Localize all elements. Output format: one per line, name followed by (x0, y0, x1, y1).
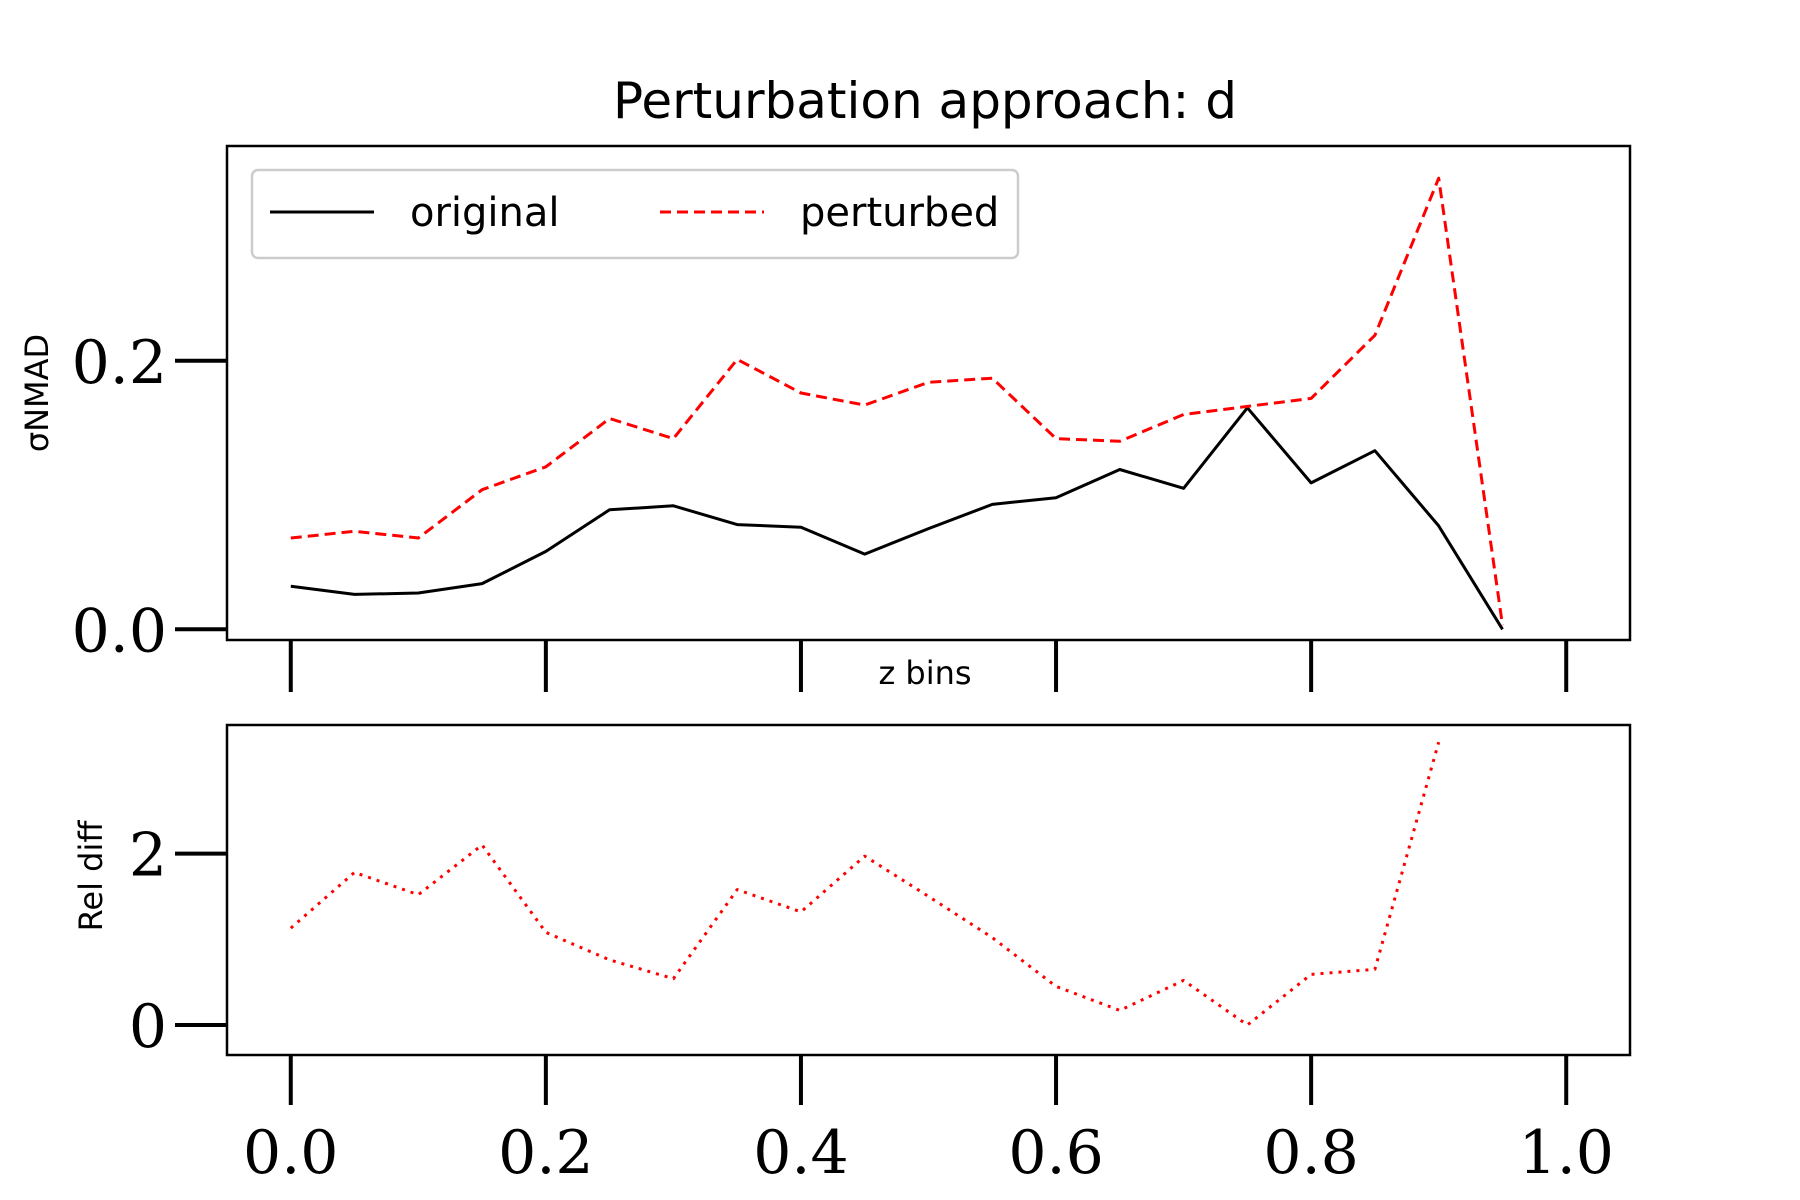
bottom-series-lines (289, 741, 1441, 1027)
legend: original perturbed (250, 168, 1020, 260)
legend-original-label: original (410, 190, 560, 236)
top-series-lines (290, 176, 1504, 631)
bottom-panel: 0 2 0.0 0.2 0.4 0.6 0.8 1.0 Rel diff (72, 723, 1632, 1188)
top-series-line-perturbed (290, 176, 1504, 626)
bottom-x-tick-label: 0.4 (753, 1118, 848, 1188)
bottom-series-line-rel-diff (289, 741, 1441, 1027)
bottom-y-tick-label: 2 (129, 821, 167, 891)
bottom-plot-frame (225, 723, 1632, 1057)
top-x-axis-label: z bins (878, 654, 971, 692)
top-panel: 0.0 0.2 σNMAD z bins original perturbed (18, 144, 1632, 692)
bottom-x-tick-label: 0.8 (1263, 1118, 1358, 1188)
bottom-x-tick-label: 1.0 (1519, 1118, 1614, 1188)
top-y-tick-label: 0.2 (72, 328, 167, 398)
bottom-x-tick-label: 0.0 (243, 1118, 338, 1188)
top-series-line-original (290, 406, 1504, 631)
bottom-x-tick-label: 0.2 (498, 1118, 593, 1188)
bottom-y-tick-label: 0 (129, 992, 167, 1062)
bottom-x-tick-label: 0.6 (1008, 1118, 1103, 1188)
top-plot-frame (225, 144, 1632, 642)
bottom-axis-ticks: 0 2 0.0 0.2 0.4 0.6 0.8 1.0 (129, 821, 1614, 1188)
legend-box (250, 168, 1020, 260)
chart-title: Perturbation approach: d (613, 72, 1237, 130)
top-y-tick-label: 0.0 (72, 596, 167, 666)
top-y-axis-label: σNMAD (18, 334, 56, 452)
bottom-y-axis-label: Rel diff (72, 820, 110, 932)
legend-perturbed-label: perturbed (800, 190, 999, 236)
top-axis-ticks: 0.0 0.2 (72, 328, 1569, 692)
